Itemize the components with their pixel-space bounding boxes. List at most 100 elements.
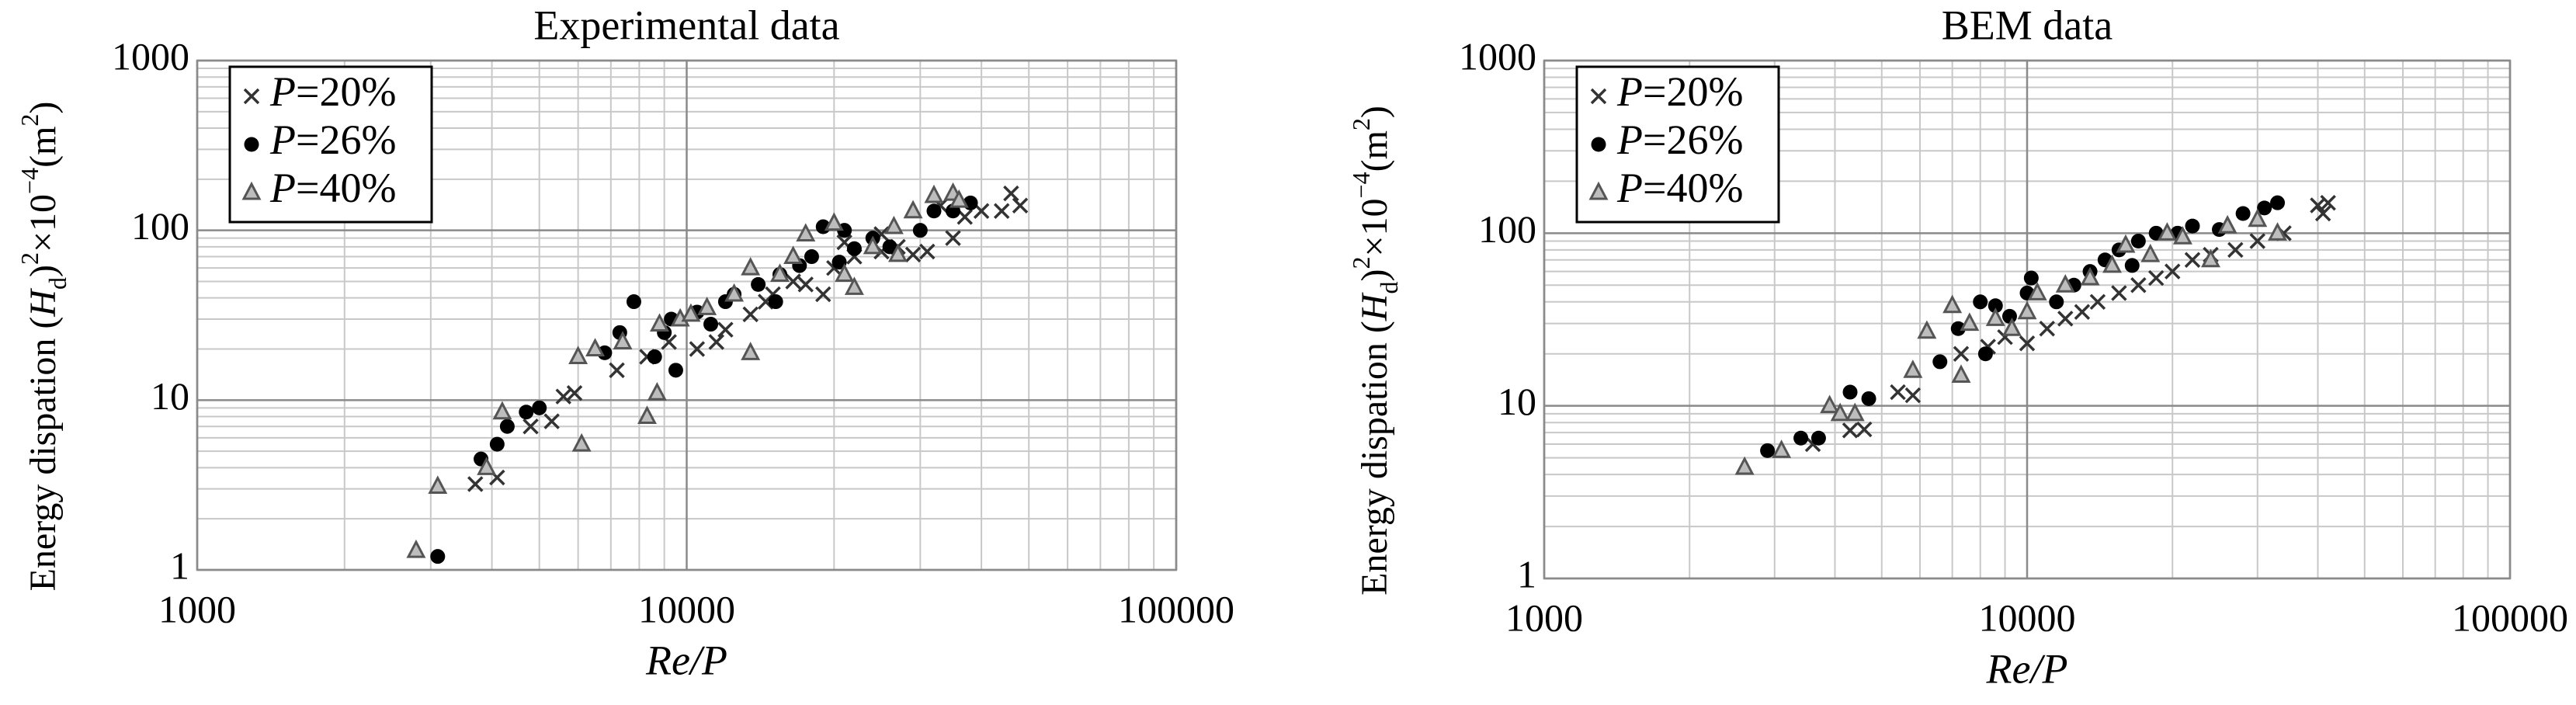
marker (477, 457, 497, 475)
marker (2001, 318, 2022, 336)
marker (1973, 294, 1988, 310)
y-axis-label-part: ×10 (1354, 198, 1395, 256)
marker (637, 405, 657, 425)
marker (566, 385, 583, 401)
legend-label: P=40% (1616, 165, 1743, 211)
marker (668, 363, 683, 378)
marker (1820, 394, 1840, 414)
marker (703, 317, 719, 332)
y-axis-label-part: d (43, 277, 71, 290)
marker (1903, 359, 1923, 378)
legend-box (1575, 65, 1780, 224)
marker (1942, 294, 1963, 314)
y-axis-label-part: ) (23, 265, 64, 277)
y-tick-label: 1000 (1459, 34, 1536, 78)
marker (751, 276, 766, 292)
marker (770, 263, 790, 282)
marker (2147, 269, 2165, 287)
marker (2165, 263, 2181, 280)
marker (1793, 430, 1809, 446)
marker (2023, 270, 2039, 286)
marker (428, 475, 448, 495)
marker (1950, 321, 1966, 336)
y-tick-label: 10 (1498, 380, 1536, 423)
marker (532, 400, 547, 415)
marker (1845, 402, 1865, 422)
marker (912, 223, 928, 238)
marker (882, 239, 897, 255)
marker (519, 405, 534, 420)
marker (835, 263, 855, 282)
x-axis-label: Re/P (645, 637, 727, 683)
marker (993, 203, 1010, 219)
x-tick-label: 1000 (1505, 596, 1583, 639)
marker (597, 345, 613, 360)
marker (797, 276, 814, 293)
marker (768, 294, 783, 310)
marker (846, 241, 862, 256)
marker (2074, 304, 2091, 320)
y-tick-label: 1 (170, 544, 189, 587)
y-axis-label-part: 2 (16, 114, 43, 127)
marker (1932, 354, 1948, 370)
marker (2157, 222, 2177, 241)
y-axis-label-part: 2 (1347, 257, 1375, 269)
marker (1012, 197, 1029, 214)
marker (887, 243, 908, 262)
marker (647, 382, 667, 401)
marker (1985, 307, 2005, 326)
marker (863, 235, 883, 255)
marker (741, 256, 761, 276)
marker (1003, 185, 1019, 202)
marker (2080, 266, 2100, 286)
marker (785, 273, 801, 290)
marker (1810, 430, 1826, 446)
y-tick-label: 1000 (112, 34, 189, 78)
chart-title: Experimental data (533, 2, 839, 48)
marker (903, 200, 923, 219)
y-tick-label: 10 (151, 374, 189, 418)
y-axis-label-part: ×10 (23, 194, 64, 252)
marker (904, 246, 922, 263)
marker (492, 401, 512, 420)
marker (2217, 214, 2238, 234)
y-axis-label-part: Energy dispation ( (1354, 321, 1395, 596)
marker (717, 321, 734, 338)
x-tick-label: 1000 (158, 587, 236, 630)
marker (783, 245, 804, 265)
y-tick-label: 100 (1478, 207, 1536, 251)
x-tick-label: 100000 (2452, 596, 2568, 639)
y-axis-label-part: 2 (16, 252, 43, 265)
marker (1960, 312, 1980, 332)
marker (926, 203, 942, 219)
y-axis-label-part: Energy dispation ( (23, 317, 64, 592)
y-axis-label-part: (m (1354, 130, 1395, 172)
marker (1977, 346, 1993, 362)
y-axis-label: Energy dispation (Hd)2×10−4(m2) (16, 102, 71, 592)
marker (499, 418, 515, 434)
y-axis-label-part: ) (1354, 106, 1395, 118)
x-tick-label: 100000 (1118, 587, 1234, 630)
marker (1842, 384, 1858, 400)
marker (430, 549, 446, 564)
marker (2111, 285, 2127, 301)
marker (489, 436, 505, 452)
marker (2235, 206, 2251, 221)
marker (1734, 456, 1755, 475)
marker (1917, 320, 1937, 339)
marker (2102, 254, 2123, 273)
plot-frame (1543, 59, 2512, 580)
marker (647, 349, 662, 365)
marker (796, 223, 816, 242)
marker (689, 341, 706, 357)
marker (613, 331, 633, 349)
marker (2057, 311, 2074, 327)
legend-label: P=26% (269, 116, 396, 163)
y-axis-label-part: −4 (16, 168, 43, 194)
marker (949, 189, 969, 208)
legend-marker (1588, 181, 1609, 200)
marker (844, 276, 864, 295)
marker (724, 283, 745, 302)
